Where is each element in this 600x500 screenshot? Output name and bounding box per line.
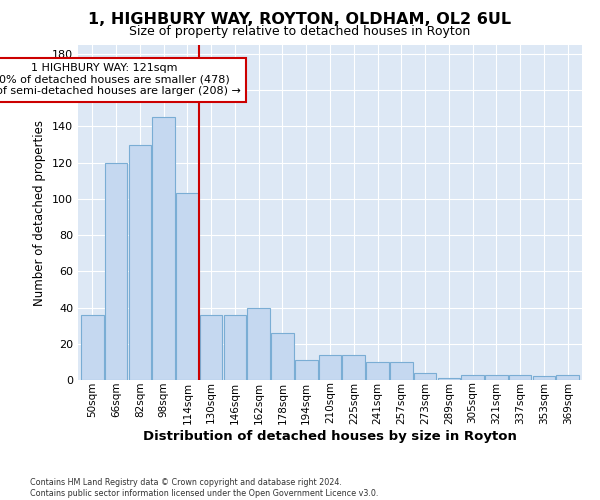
Bar xyxy=(152,118,175,380)
Bar xyxy=(200,315,223,380)
Bar xyxy=(319,354,341,380)
Bar xyxy=(533,376,555,380)
Bar xyxy=(247,308,270,380)
Bar xyxy=(414,373,436,380)
Bar xyxy=(343,354,365,380)
Bar xyxy=(437,378,460,380)
Text: Size of property relative to detached houses in Royton: Size of property relative to detached ho… xyxy=(130,25,470,38)
Y-axis label: Number of detached properties: Number of detached properties xyxy=(34,120,46,306)
Text: Contains HM Land Registry data © Crown copyright and database right 2024.
Contai: Contains HM Land Registry data © Crown c… xyxy=(30,478,379,498)
Bar xyxy=(176,194,199,380)
Text: 1, HIGHBURY WAY, ROYTON, OLDHAM, OL2 6UL: 1, HIGHBURY WAY, ROYTON, OLDHAM, OL2 6UL xyxy=(88,12,512,28)
Bar xyxy=(295,360,317,380)
Bar xyxy=(461,374,484,380)
Bar xyxy=(81,315,104,380)
Bar xyxy=(485,374,508,380)
Bar xyxy=(105,162,127,380)
Bar xyxy=(128,144,151,380)
Bar xyxy=(509,374,532,380)
Bar xyxy=(390,362,413,380)
Bar xyxy=(556,374,579,380)
Bar xyxy=(271,333,294,380)
Bar xyxy=(366,362,389,380)
Bar xyxy=(224,315,246,380)
X-axis label: Distribution of detached houses by size in Royton: Distribution of detached houses by size … xyxy=(143,430,517,444)
Text: 1 HIGHBURY WAY: 121sqm
← 70% of detached houses are smaller (478)
30% of semi-de: 1 HIGHBURY WAY: 121sqm ← 70% of detached… xyxy=(0,63,241,96)
